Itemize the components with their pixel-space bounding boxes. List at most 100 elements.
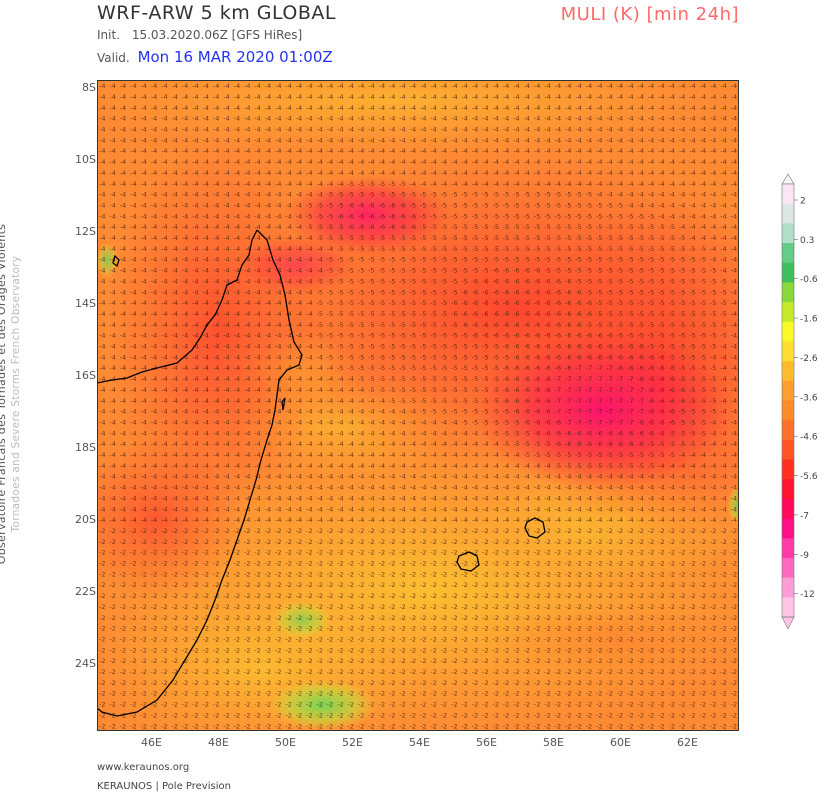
svg-text:-4: -4 <box>700 462 706 470</box>
svg-text:-2: -2 <box>524 603 530 611</box>
svg-text:-4: -4 <box>223 429 229 437</box>
svg-text:-2: -2 <box>399 646 405 654</box>
svg-text:-4: -4 <box>109 223 115 231</box>
svg-text:-5: -5 <box>534 223 540 231</box>
svg-text:-4: -4 <box>203 115 209 123</box>
svg-text:-4: -4 <box>368 104 374 112</box>
svg-text:-5: -5 <box>658 440 664 448</box>
svg-text:-2: -2 <box>337 570 343 578</box>
svg-text:-2: -2 <box>358 560 364 568</box>
svg-text:-5: -5 <box>337 245 343 253</box>
svg-text:-2: -2 <box>327 636 333 644</box>
svg-text:-2: -2 <box>99 538 105 546</box>
svg-text:-2: -2 <box>337 646 343 654</box>
svg-text:-4: -4 <box>285 451 291 459</box>
svg-text:-4: -4 <box>109 82 115 90</box>
svg-text:-4: -4 <box>586 169 592 177</box>
svg-text:-5: -5 <box>669 321 675 329</box>
svg-text:-5: -5 <box>389 245 395 253</box>
svg-text:-4: -4 <box>99 104 105 112</box>
svg-text:-5: -5 <box>327 277 333 285</box>
svg-text:-4: -4 <box>172 126 178 134</box>
svg-text:-4: -4 <box>441 505 447 513</box>
svg-text:-2: -2 <box>420 549 426 557</box>
svg-text:-7: -7 <box>596 386 602 394</box>
svg-text:-4: -4 <box>151 299 157 307</box>
svg-text:-2: -2 <box>410 581 416 589</box>
svg-text:-4: -4 <box>275 180 281 188</box>
svg-text:-2: -2 <box>358 625 364 633</box>
svg-text:-6: -6 <box>513 277 519 285</box>
svg-text:-4: -4 <box>140 332 146 340</box>
svg-text:-2: -2 <box>606 646 612 654</box>
svg-text:-4: -4 <box>192 375 198 383</box>
svg-text:-4: -4 <box>575 104 581 112</box>
svg-text:-4: -4 <box>244 191 250 199</box>
svg-text:-5: -5 <box>482 223 488 231</box>
svg-text:-4: -4 <box>389 451 395 459</box>
svg-text:-2: -2 <box>203 614 209 622</box>
svg-text:-4: -4 <box>296 136 302 144</box>
svg-text:-2: -2 <box>172 570 178 578</box>
svg-text:-6: -6 <box>648 429 654 437</box>
svg-text:-4: -4 <box>700 484 706 492</box>
svg-text:-5: -5 <box>627 332 633 340</box>
svg-text:-4: -4 <box>710 191 716 199</box>
svg-text:-4: -4 <box>254 288 260 296</box>
svg-text:-6: -6 <box>524 364 530 372</box>
svg-text:-4: -4 <box>731 93 737 101</box>
svg-text:-4: -4 <box>296 277 302 285</box>
svg-text:-2: -2 <box>254 668 260 676</box>
svg-text:-5: -5 <box>575 451 581 459</box>
svg-text:-4: -4 <box>337 104 343 112</box>
svg-text:-2: -2 <box>337 668 343 676</box>
svg-text:-5: -5 <box>689 375 695 383</box>
svg-text:-2: -2 <box>441 711 447 719</box>
svg-text:-2: -2 <box>503 570 509 578</box>
svg-text:-5: -5 <box>627 310 633 318</box>
svg-text:-4: -4 <box>130 93 136 101</box>
svg-text:-4: -4 <box>368 169 374 177</box>
svg-text:-4: -4 <box>109 429 115 437</box>
svg-text:-2: -2 <box>203 625 209 633</box>
svg-text:-2: -2 <box>223 668 229 676</box>
svg-text:-5: -5 <box>606 462 612 470</box>
svg-text:-2: -2 <box>306 646 312 654</box>
svg-text:-4: -4 <box>524 169 530 177</box>
svg-text:-2: -2 <box>213 560 219 568</box>
svg-text:-5: -5 <box>617 245 623 253</box>
svg-text:-4: -4 <box>306 440 312 448</box>
svg-text:-5: -5 <box>317 212 323 220</box>
svg-text:-4: -4 <box>213 375 219 383</box>
svg-text:-4: -4 <box>151 505 157 513</box>
svg-text:-4: -4 <box>151 321 157 329</box>
svg-text:-4: -4 <box>285 234 291 242</box>
svg-text:-4: -4 <box>109 375 115 383</box>
svg-text:-2: -2 <box>275 722 281 730</box>
svg-text:-2: -2 <box>379 570 385 578</box>
svg-text:-4: -4 <box>379 158 385 166</box>
svg-text:-2: -2 <box>317 549 323 557</box>
svg-text:-2: -2 <box>493 701 499 709</box>
svg-text:-4: -4 <box>679 147 685 155</box>
footer-url[interactable]: www.keraunos.org <box>97 762 190 773</box>
svg-text:-2: -2 <box>203 690 209 698</box>
svg-text:-2: -2 <box>430 592 436 600</box>
svg-text:-2: -2 <box>379 711 385 719</box>
svg-text:-4: -4 <box>544 136 550 144</box>
svg-text:-4: -4 <box>493 484 499 492</box>
svg-text:-4: -4 <box>700 505 706 513</box>
svg-text:-2: -2 <box>213 570 219 578</box>
svg-text:-2: -2 <box>285 614 291 622</box>
svg-text:-2: -2 <box>555 711 561 719</box>
svg-text:-6: -6 <box>555 440 561 448</box>
colorbar-swatch <box>782 439 794 460</box>
svg-text:-2: -2 <box>327 560 333 568</box>
svg-text:-4: -4 <box>254 364 260 372</box>
svg-text:-4: -4 <box>109 147 115 155</box>
svg-text:-5: -5 <box>513 202 519 210</box>
svg-text:-4: -4 <box>420 451 426 459</box>
svg-text:-2: -2 <box>420 646 426 654</box>
svg-text:-2: -2 <box>368 527 374 535</box>
svg-text:-5: -5 <box>638 299 644 307</box>
